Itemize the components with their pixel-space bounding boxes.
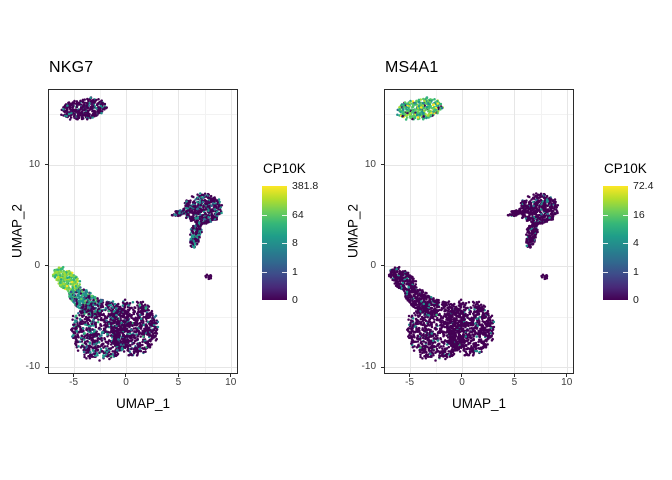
x-tick-label: 10 xyxy=(561,377,573,388)
colorbar-tick-label: 1 xyxy=(292,265,298,278)
colorbar-tick-label: 1 xyxy=(633,265,639,278)
colorbar-tick-label: 4 xyxy=(633,237,639,249)
colorbar-tick-mark xyxy=(262,243,267,244)
y-tick-label: 10 xyxy=(28,158,40,170)
x-tick-mark xyxy=(125,374,127,377)
y-tick-label: 0 xyxy=(34,259,40,271)
x-tick-label: 5 xyxy=(511,377,518,388)
x-tick-label: 0 xyxy=(459,377,465,388)
colorbar-tick-label: 8 xyxy=(292,237,298,249)
plot-title-ms4a1: MS4A1 xyxy=(385,59,439,76)
colorbar-tick-mark xyxy=(623,214,628,216)
x-axis-label-left-plot: UMAP_1 xyxy=(115,396,171,411)
colorbar-tick-mark xyxy=(623,243,628,244)
colorbar-tick-mark xyxy=(603,214,608,216)
y-tick-mark xyxy=(381,366,384,368)
x-tick-label: -5 xyxy=(69,377,79,388)
x-tick-mark xyxy=(409,374,411,377)
x-tick-mark xyxy=(566,374,568,377)
colorbar-tick-mark xyxy=(603,271,608,273)
colorbar-title-nkg7: CP10K xyxy=(263,161,306,176)
colorbar-tick-label: 381.8 xyxy=(292,180,319,192)
colorbar-tick-label: 72.4 xyxy=(633,180,654,192)
x-tick-mark xyxy=(73,374,75,377)
colorbar-tick-label: 64 xyxy=(292,208,304,221)
y-axis-label-right-plot: UMAP_2 xyxy=(345,203,361,259)
x-tick-label: -5 xyxy=(405,377,415,388)
x-tick-mark xyxy=(461,374,463,377)
colorbar-tick-mark xyxy=(623,271,628,273)
y-tick-mark xyxy=(381,265,384,267)
y-tick-label: 10 xyxy=(364,158,376,170)
x-tick-mark xyxy=(177,374,179,377)
y-tick-label: -10 xyxy=(361,361,376,373)
colorbar-tick-mark xyxy=(282,243,287,244)
plot-panel-nkg7 xyxy=(48,89,238,374)
y-tick-label: 0 xyxy=(370,259,376,271)
x-tick-label: 10 xyxy=(225,377,237,388)
colorbar-tick-label: 0 xyxy=(633,294,639,306)
scatter-canvas-ms4a1 xyxy=(385,90,573,373)
x-tick-mark xyxy=(230,374,232,377)
colorbar-tick-mark xyxy=(262,271,267,273)
plot-title-nkg7: NKG7 xyxy=(49,59,94,76)
y-axis-label-left-plot: UMAP_2 xyxy=(9,203,25,259)
colorbar-tick-mark xyxy=(262,214,267,216)
y-tick-mark xyxy=(45,265,48,267)
scatter-canvas-nkg7 xyxy=(49,90,237,373)
colorbar-title-ms4a1: CP10K xyxy=(604,161,647,176)
y-tick-mark xyxy=(45,164,48,166)
plot-panel-ms4a1 xyxy=(384,89,574,374)
y-tick-mark xyxy=(381,164,384,166)
x-axis-label-right-plot: UMAP_1 xyxy=(451,396,507,411)
colorbar-tick-mark xyxy=(282,214,287,216)
x-tick-label: 5 xyxy=(175,377,182,388)
colorbar-tick-mark xyxy=(603,243,608,244)
x-tick-mark xyxy=(513,374,515,377)
colorbar-tick-label: 16 xyxy=(633,208,645,221)
colorbar-tick-mark xyxy=(282,271,287,273)
y-tick-mark xyxy=(45,366,48,368)
x-tick-label: 0 xyxy=(123,377,129,388)
colorbar-tick-label: 0 xyxy=(292,294,298,306)
y-tick-label: -10 xyxy=(25,361,40,373)
